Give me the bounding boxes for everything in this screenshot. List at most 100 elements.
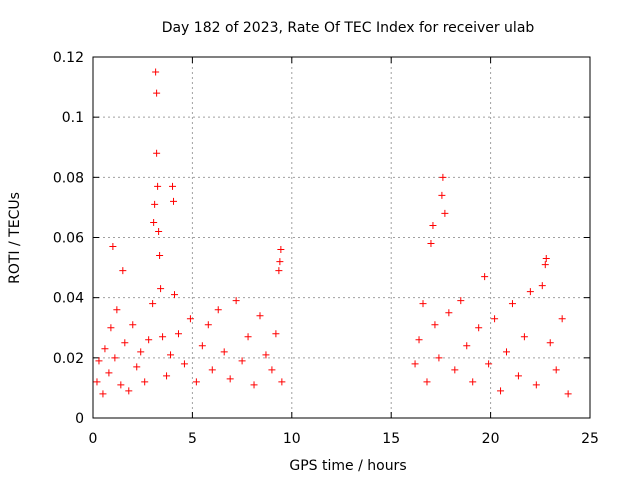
data-point bbox=[475, 324, 483, 332]
data-point bbox=[275, 267, 283, 275]
data-point bbox=[174, 330, 182, 338]
data-point bbox=[149, 300, 157, 308]
x-tick-label: 10 bbox=[283, 431, 301, 447]
data-point bbox=[429, 221, 437, 229]
data-point bbox=[542, 255, 550, 263]
data-point bbox=[105, 369, 113, 377]
data-point bbox=[154, 182, 162, 190]
data-point bbox=[250, 381, 258, 389]
data-point bbox=[503, 348, 511, 356]
data-point bbox=[435, 354, 443, 362]
data-point bbox=[93, 378, 101, 386]
data-point bbox=[526, 288, 534, 296]
data-point bbox=[445, 309, 453, 317]
data-point bbox=[152, 68, 160, 76]
data-point bbox=[564, 390, 572, 398]
data-point bbox=[169, 182, 177, 190]
data-point bbox=[268, 366, 276, 374]
data-point bbox=[167, 351, 175, 359]
data-point bbox=[441, 209, 449, 217]
data-point bbox=[141, 378, 149, 386]
data-point bbox=[485, 360, 493, 368]
data-point bbox=[119, 267, 127, 275]
data-point bbox=[156, 252, 164, 260]
x-axis: 0 5 10 15 20 25 bbox=[89, 57, 599, 447]
x-tick-label: 5 bbox=[188, 431, 197, 447]
data-point bbox=[220, 348, 228, 356]
y-tick-label: 0.1 bbox=[62, 110, 84, 126]
data-point bbox=[198, 342, 206, 350]
data-point bbox=[133, 363, 141, 371]
data-point bbox=[238, 357, 246, 365]
plot-frame bbox=[92, 56, 591, 419]
data-point bbox=[121, 339, 129, 347]
chart-title: Day 182 of 2023, Rate Of TEC Index for r… bbox=[162, 20, 535, 36]
data-point bbox=[117, 381, 125, 389]
y-tick-label: 0.04 bbox=[53, 291, 84, 307]
data-point bbox=[163, 372, 171, 380]
data-point bbox=[153, 89, 161, 97]
data-point bbox=[153, 149, 161, 157]
data-point bbox=[137, 348, 145, 356]
y-tick-label: 0.08 bbox=[53, 170, 84, 186]
x-tick-label: 25 bbox=[581, 431, 599, 447]
data-point bbox=[552, 366, 560, 374]
data-point bbox=[439, 173, 447, 181]
data-point bbox=[419, 300, 427, 308]
y-tick-label: 0.02 bbox=[53, 351, 84, 367]
y-tick-label: 0 bbox=[75, 411, 84, 427]
x-axis-label: GPS time / hours bbox=[289, 458, 406, 474]
data-point bbox=[491, 315, 499, 323]
data-point bbox=[411, 360, 419, 368]
data-point bbox=[214, 306, 222, 314]
data-point bbox=[497, 387, 505, 395]
data-point bbox=[423, 378, 431, 386]
data-point bbox=[101, 345, 109, 353]
data-point bbox=[278, 378, 286, 386]
x-tick-label: 15 bbox=[382, 431, 400, 447]
data-point bbox=[438, 191, 446, 199]
data-point bbox=[129, 321, 137, 329]
data-point bbox=[95, 357, 103, 365]
data-point bbox=[226, 375, 234, 383]
data-point bbox=[109, 243, 117, 251]
data-point bbox=[532, 381, 540, 389]
data-point bbox=[558, 315, 566, 323]
data-point bbox=[276, 258, 284, 266]
data-point bbox=[427, 240, 435, 248]
grid-lines bbox=[93, 57, 590, 418]
data-point bbox=[538, 282, 546, 290]
x-tick-label: 0 bbox=[89, 431, 98, 447]
data-point bbox=[415, 336, 423, 344]
data-point bbox=[170, 197, 178, 205]
y-tick-label: 0.06 bbox=[53, 231, 84, 247]
data-point bbox=[546, 339, 554, 347]
data-point bbox=[514, 372, 522, 380]
data-point bbox=[107, 324, 115, 332]
data-point bbox=[150, 218, 158, 226]
y-tick-label: 0.12 bbox=[53, 50, 84, 66]
data-point bbox=[208, 366, 216, 374]
x-tick-label: 20 bbox=[482, 431, 500, 447]
data-point bbox=[463, 342, 471, 350]
data-point bbox=[157, 285, 165, 293]
data-point bbox=[256, 312, 264, 320]
data-point bbox=[204, 321, 212, 329]
data-point bbox=[469, 378, 477, 386]
data-point bbox=[113, 306, 121, 314]
data-point bbox=[431, 321, 439, 329]
data-point bbox=[451, 366, 459, 374]
data-point bbox=[277, 246, 285, 254]
data-point bbox=[192, 378, 200, 386]
data-point bbox=[541, 261, 549, 269]
data-point bbox=[508, 300, 516, 308]
data-point bbox=[171, 291, 179, 299]
data-point bbox=[99, 390, 107, 398]
data-point bbox=[111, 354, 119, 362]
data-point bbox=[151, 200, 159, 208]
data-point bbox=[272, 330, 280, 338]
data-point bbox=[186, 315, 194, 323]
y-axis: 0 0.02 0.04 0.06 0.08 0.1 0.12 bbox=[53, 50, 590, 427]
data-point bbox=[159, 333, 167, 341]
